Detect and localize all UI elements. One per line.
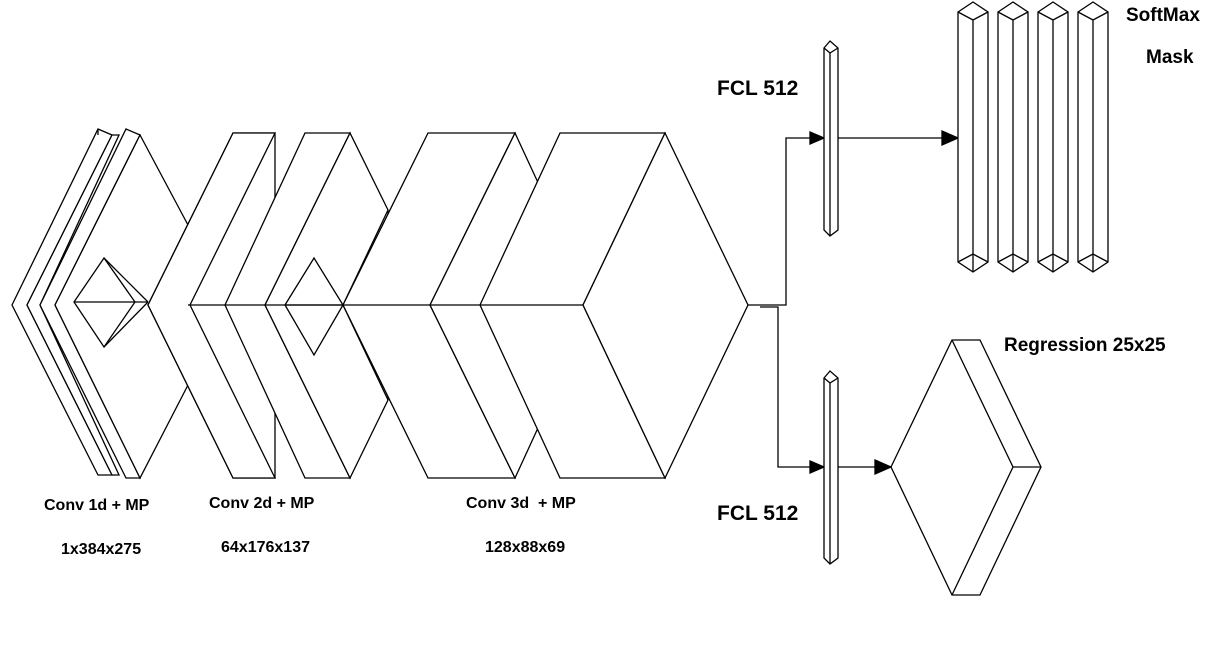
fcl-bottom-bar [823,370,839,565]
arrowhead-fcl-bottom [809,460,826,474]
conv1-kernel-line-2 [103,257,149,303]
connectors [748,131,826,474]
conv3-dims-label: 128x88x69 [485,539,566,556]
fcl-top-label: FCL 512 [717,77,799,100]
conv2-title-label: Conv 2d + MP [209,495,315,512]
conv3-block [188,131,749,480]
mask-label: Mask [1146,47,1194,68]
arrowhead-regression [874,459,893,475]
conv1-title-label: Conv 1d + MP [44,497,150,514]
fcl-bottom-label: FCL 512 [717,502,799,525]
conv3-title-label: Conv 3d + MP [466,495,576,512]
conv2-dims-label: 64x176x137 [221,539,310,556]
softmax-label: SoftMax [1126,5,1200,26]
softmax-bar-4 [1077,1,1109,273]
softmax-bar-2 [997,1,1029,273]
regression-label: Regression 25x25 [1004,335,1166,356]
arrowhead-fcl-top [809,131,826,145]
softmax-mask-bars [957,1,1109,273]
connector-bottom [760,306,816,468]
connector-top [748,137,816,306]
regression-block [890,339,1042,596]
fcl-top-bar [823,40,839,237]
softmax-bar-3 [1037,1,1069,273]
arrowhead-softmax [941,130,960,146]
conv1-dims-label: 1x384x275 [61,541,142,558]
softmax-bar-1 [957,1,989,273]
conv1-kernel-line-3 [103,301,149,348]
